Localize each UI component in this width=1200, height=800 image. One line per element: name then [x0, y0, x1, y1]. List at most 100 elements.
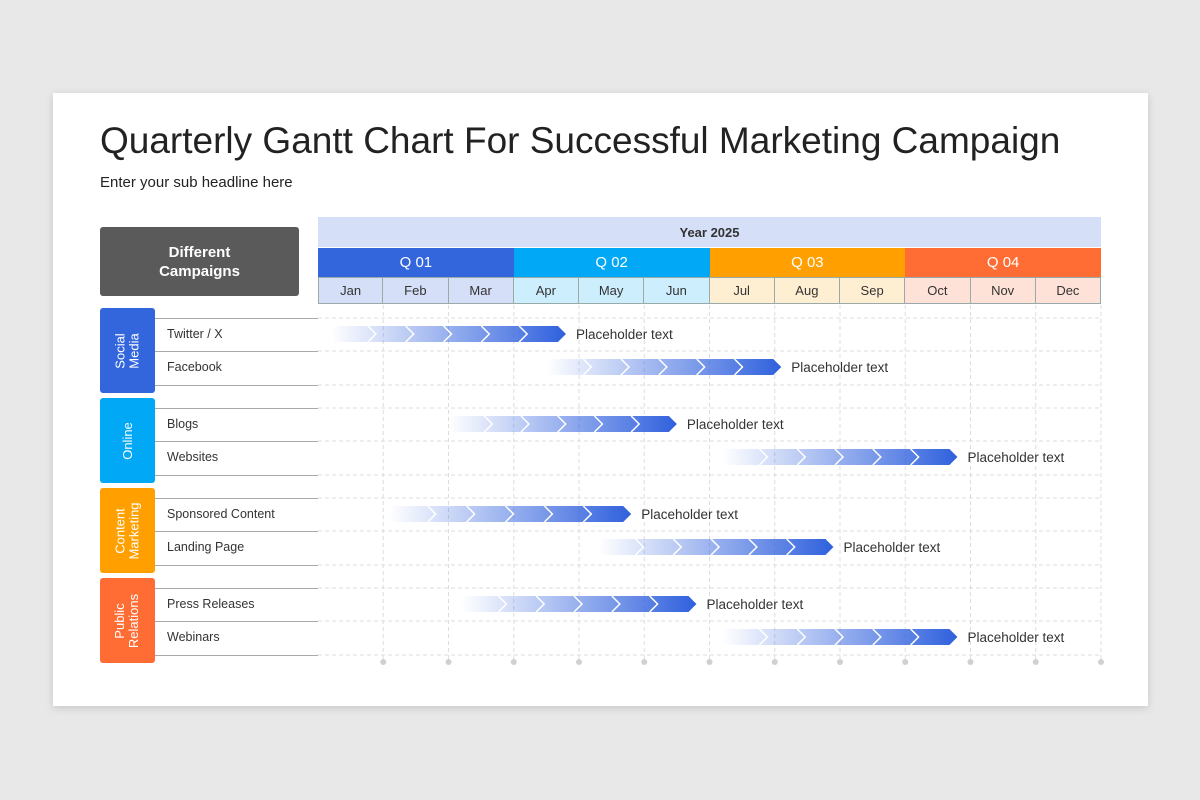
category-social-media: Social Media — [100, 308, 155, 393]
row-divider — [155, 475, 318, 476]
chevron-icon — [427, 505, 437, 523]
task-bar-label: Placeholder text — [641, 507, 738, 522]
row-divider — [155, 588, 318, 589]
task-label: Webinars — [167, 630, 220, 644]
chevron-icon — [480, 325, 491, 343]
chevron-icon — [497, 595, 508, 613]
month-header: Sep — [840, 277, 906, 304]
chevron-icon — [696, 358, 706, 376]
month-header: Jun — [644, 277, 710, 304]
chevron-icon — [367, 325, 377, 343]
campaigns-header-label: Different Campaigns — [159, 243, 240, 280]
quarter-header: Q 04 — [905, 248, 1101, 277]
year-header: Year 2025 — [318, 217, 1101, 247]
gridline-dot — [1032, 659, 1039, 665]
chevron-icon — [910, 628, 920, 646]
chevron-icon — [710, 538, 721, 556]
chevron-icon — [758, 448, 769, 466]
task-bar-label: Placeholder text — [791, 360, 888, 375]
row-divider — [155, 621, 318, 622]
task-bar — [598, 539, 834, 555]
month-header: Mar — [448, 277, 514, 304]
page-title: Quarterly Gantt Chart For Successful Mar… — [100, 120, 1061, 161]
chevron-icon — [758, 628, 769, 646]
chevron-icon — [405, 325, 415, 343]
month-header: Jan — [318, 277, 384, 304]
task-label: Websites — [167, 450, 219, 464]
row-divider — [155, 498, 318, 499]
chevron-icon — [786, 538, 796, 556]
row-divider — [155, 351, 318, 352]
task-bar-label: Placeholder text — [967, 630, 1064, 645]
gridline-dot — [837, 659, 843, 665]
chevron-icon — [535, 595, 546, 613]
gridline-dot — [902, 659, 909, 665]
category-public-relations: Public Relations — [100, 578, 155, 663]
task-bar-label: Placeholder text — [706, 597, 803, 612]
task-bar — [331, 326, 566, 342]
chevron-icon — [872, 448, 882, 466]
chevron-icon — [733, 358, 744, 376]
chevron-icon — [518, 325, 529, 343]
task-label: Landing Page — [167, 540, 245, 554]
task-label: Facebook — [167, 360, 222, 374]
quarter-header: Q 02 — [513, 248, 710, 277]
row-divider — [155, 385, 318, 386]
category-online: Online — [100, 398, 155, 483]
task-label: Press Releases — [167, 597, 255, 611]
campaigns-header-box: Different Campaigns — [100, 227, 299, 296]
month-header: Nov — [970, 277, 1036, 304]
row-divider — [155, 318, 318, 319]
quarter-header: Q 03 — [709, 248, 906, 277]
gridline-dot — [445, 659, 452, 665]
month-header: Feb — [383, 277, 449, 304]
row-divider — [155, 655, 318, 656]
task-bar-label: Placeholder text — [687, 417, 784, 432]
row-divider — [155, 531, 318, 532]
chevron-icon — [573, 595, 584, 613]
task-label: Twitter / X — [167, 327, 223, 341]
chevron-icon — [649, 595, 659, 613]
chevron-icon — [634, 538, 645, 556]
gridline-dot — [380, 659, 387, 665]
gridline-dot — [1098, 659, 1104, 665]
task-bar-label: Placeholder text — [843, 540, 940, 555]
gridline-dot — [771, 659, 778, 665]
month-header: May — [579, 277, 645, 304]
chevron-icon — [582, 505, 593, 523]
chevron-icon — [593, 415, 604, 433]
gridline-dot — [510, 659, 517, 665]
chevron-icon — [520, 415, 531, 433]
row-divider — [155, 565, 318, 566]
chevron-icon — [910, 448, 920, 466]
chevron-icon — [748, 538, 758, 556]
chevron-icon — [620, 358, 631, 376]
category-content-marketing: Content Marketing — [100, 488, 155, 573]
month-header: Aug — [774, 277, 840, 304]
chevron-icon — [672, 538, 683, 556]
month-header: Apr — [513, 277, 579, 304]
task-label: Blogs — [167, 417, 199, 431]
chevron-icon — [582, 358, 593, 376]
chevron-icon — [466, 505, 476, 523]
task-bar — [461, 596, 697, 612]
month-header: Dec — [1035, 277, 1101, 304]
gridline-dot — [706, 659, 713, 665]
quarter-header: Q 01 — [318, 248, 514, 277]
chevron-icon — [611, 595, 621, 613]
row-divider — [155, 408, 318, 409]
row-divider — [155, 441, 318, 442]
task-label: Sponsored Content — [167, 507, 275, 521]
chevron-icon — [504, 505, 515, 523]
gridline-dot — [641, 659, 648, 665]
chevron-icon — [834, 628, 845, 646]
chevron-icon — [834, 448, 845, 466]
chevron-icon — [442, 325, 453, 343]
task-bar-label: Placeholder text — [967, 450, 1064, 465]
chevron-icon — [543, 505, 554, 523]
chevron-icon — [483, 415, 494, 433]
chevron-icon — [796, 448, 807, 466]
task-bar — [722, 629, 958, 645]
task-bar — [448, 416, 677, 432]
